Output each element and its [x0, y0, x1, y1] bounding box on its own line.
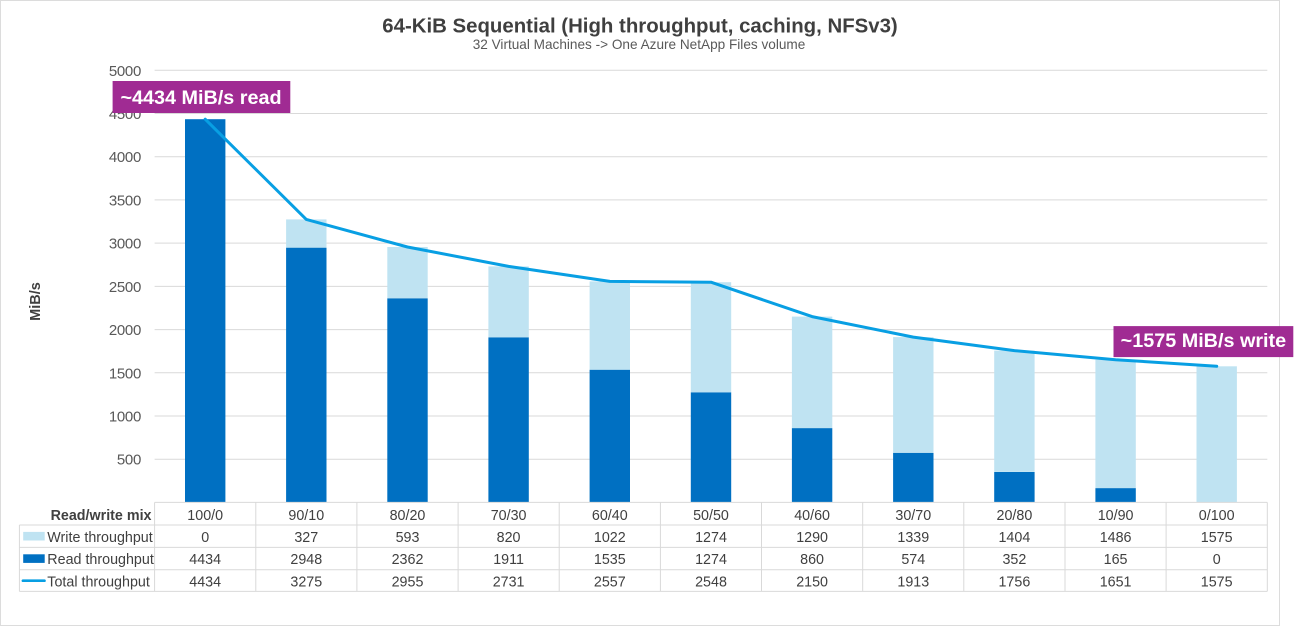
svg-text:1535: 1535: [594, 552, 626, 568]
svg-text:1290: 1290: [796, 530, 828, 546]
svg-text:2150: 2150: [796, 574, 828, 590]
svg-text:MiB/s: MiB/s: [28, 282, 44, 321]
svg-text:30/70: 30/70: [895, 508, 931, 524]
svg-text:0: 0: [1213, 552, 1221, 568]
svg-text:100/0: 100/0: [187, 508, 223, 524]
svg-text:5000: 5000: [109, 63, 141, 80]
svg-text:500: 500: [117, 452, 141, 469]
svg-text:1756: 1756: [998, 574, 1030, 590]
svg-text:60/40: 60/40: [592, 508, 628, 524]
svg-text:20/80: 20/80: [997, 508, 1033, 524]
svg-text:3275: 3275: [290, 574, 322, 590]
svg-text:80/20: 80/20: [390, 508, 426, 524]
svg-text:Write throughput: Write throughput: [47, 530, 152, 546]
svg-text:2731: 2731: [493, 574, 525, 590]
svg-text:1911: 1911: [493, 552, 524, 568]
svg-text:2548: 2548: [695, 574, 727, 590]
svg-text:1500: 1500: [109, 365, 141, 382]
svg-text:327: 327: [294, 530, 318, 546]
svg-text:10/90: 10/90: [1098, 508, 1134, 524]
svg-text:32 Virtual Machines -> One Azu: 32 Virtual Machines -> One Azure NetApp …: [473, 37, 806, 52]
svg-text:3000: 3000: [109, 236, 141, 253]
svg-text:2955: 2955: [392, 574, 424, 590]
svg-text:1339: 1339: [897, 530, 929, 546]
svg-text:1274: 1274: [695, 552, 727, 568]
svg-text:352: 352: [1002, 552, 1026, 568]
svg-text:0: 0: [201, 530, 209, 546]
svg-text:165: 165: [1104, 552, 1128, 568]
svg-text:70/30: 70/30: [491, 508, 527, 524]
svg-text:4434: 4434: [189, 574, 221, 590]
svg-text:4434: 4434: [189, 552, 221, 568]
svg-text:1575: 1575: [1201, 530, 1233, 546]
svg-text:50/50: 50/50: [693, 508, 729, 524]
svg-text:4000: 4000: [109, 149, 141, 166]
svg-text:~1575 MiB/s write: ~1575 MiB/s write: [1121, 330, 1286, 352]
svg-text:1486: 1486: [1100, 530, 1132, 546]
svg-text:820: 820: [497, 530, 521, 546]
svg-text:Read throughput: Read throughput: [47, 552, 154, 568]
svg-text:40/60: 40/60: [794, 508, 830, 524]
svg-text:64-KiB Sequential (High throug: 64-KiB Sequential (High throughput, cach…: [382, 15, 897, 37]
svg-text:1404: 1404: [998, 530, 1030, 546]
svg-text:1000: 1000: [109, 409, 141, 426]
svg-text:1575: 1575: [1201, 574, 1233, 590]
svg-text:~4434 MiB/s read: ~4434 MiB/s read: [120, 87, 281, 109]
svg-text:2000: 2000: [109, 322, 141, 339]
svg-text:574: 574: [901, 552, 925, 568]
svg-text:593: 593: [396, 530, 420, 546]
svg-text:2948: 2948: [290, 552, 322, 568]
svg-text:3500: 3500: [109, 192, 141, 209]
svg-text:0/100: 0/100: [1199, 508, 1235, 524]
svg-text:2500: 2500: [109, 279, 141, 296]
svg-text:1913: 1913: [897, 574, 929, 590]
svg-text:Total throughput: Total throughput: [47, 574, 150, 590]
svg-text:90/10: 90/10: [288, 508, 324, 524]
svg-text:1022: 1022: [594, 530, 626, 546]
svg-text:1274: 1274: [695, 530, 727, 546]
svg-text:2557: 2557: [594, 574, 626, 590]
svg-text:Read/write mix: Read/write mix: [51, 508, 152, 524]
svg-text:2362: 2362: [392, 552, 424, 568]
svg-text:1651: 1651: [1100, 574, 1132, 590]
svg-text:860: 860: [800, 552, 824, 568]
